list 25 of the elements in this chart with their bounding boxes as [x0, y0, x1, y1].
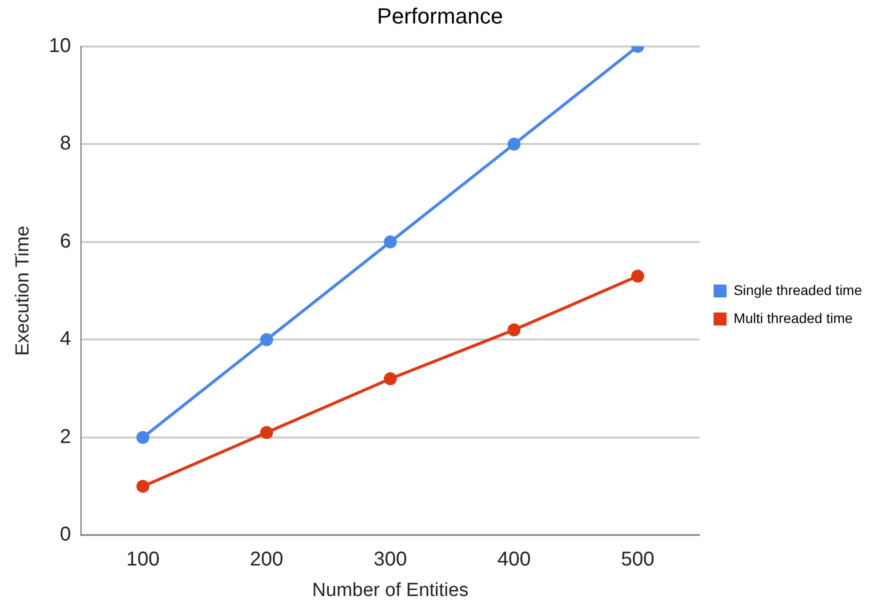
legend-label: Multi threaded time [734, 310, 853, 326]
y-tick-label: 10 [48, 34, 72, 57]
point [508, 323, 521, 336]
y-tick-label: 0 [60, 524, 72, 546]
x-tick-label: 200 [250, 548, 284, 571]
y-axis-title: Execution Time [12, 226, 34, 356]
y-tick-label: 4 [60, 328, 72, 350]
chart-title: Performance [377, 3, 503, 28]
y-tick-label: 2 [60, 426, 72, 448]
x-tick-label: 300 [374, 548, 408, 571]
x-tick-label: 100 [126, 548, 160, 571]
point [136, 480, 150, 493]
point [508, 138, 521, 151]
y-tick-label: 8 [60, 132, 72, 155]
point [260, 333, 274, 346]
y-tick-label: 6 [60, 230, 72, 252]
point [631, 270, 644, 283]
point [136, 430, 150, 444]
x-tick-label: 500 [621, 548, 654, 571]
point [384, 372, 397, 386]
x-tick-label: 400 [497, 548, 531, 571]
x-axis-title: Number of Entities [312, 580, 468, 601]
point [260, 426, 274, 440]
legend-label: Single threaded time [734, 282, 862, 298]
point [384, 235, 397, 248]
